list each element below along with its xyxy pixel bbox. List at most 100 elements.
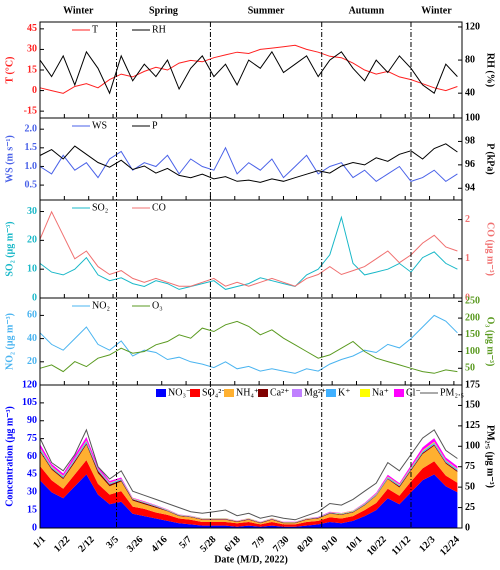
legend-label: SO₂ — [92, 202, 108, 213]
x-tick-label: 5/7 — [177, 534, 194, 551]
legend-label: WS — [92, 120, 107, 131]
y2-tick-label: 40 — [465, 87, 475, 98]
x-tick-label: 12/3 — [417, 534, 437, 554]
legend-swatch — [224, 389, 234, 397]
y2-tick-label: 120 — [465, 21, 480, 32]
y-tick-label: 20 — [27, 235, 37, 246]
legend-label: PM₂.₅ — [440, 387, 464, 398]
y-tick-label: 90 — [27, 415, 37, 426]
y2-tick-label: 150 — [465, 329, 480, 340]
y-axis-label: WS (m s⁻¹) — [4, 135, 15, 183]
y-axis-label: T (°C) — [4, 57, 15, 84]
y-tick-label: 105 — [22, 397, 37, 408]
y-tick-label: 0 — [32, 292, 37, 303]
area — [40, 444, 458, 525]
plot-frame — [39, 199, 463, 299]
y2-tick-label: 50 — [465, 363, 475, 374]
y2-axis-label: O₃ (μg m⁻³) — [485, 317, 496, 367]
x-tick-label: 4/16 — [149, 534, 169, 554]
season-label: Autumn — [349, 5, 385, 16]
area — [40, 441, 458, 523]
y-tick-label: 30 — [27, 206, 37, 217]
y2-axis-label: RH (%) — [485, 53, 496, 87]
legend-label: NH₄⁺ — [236, 387, 259, 398]
y-tick-label: 75 — [27, 433, 37, 444]
y2-tick-label: 50 — [465, 481, 475, 492]
y-tick-label: 60 — [27, 451, 37, 462]
line — [39, 143, 458, 183]
line — [39, 428, 458, 521]
x-tick-label: 8/20 — [295, 534, 315, 554]
line — [39, 146, 458, 183]
y-tick-label: 45 — [27, 23, 37, 34]
area — [40, 437, 458, 522]
y-tick-label: 1.5 — [25, 142, 38, 153]
y-tick-label: 0 — [32, 379, 37, 390]
legend-swatch — [360, 389, 370, 397]
y2-axis-label: P (kPa) — [485, 143, 496, 174]
y-tick-label: 0 — [32, 85, 37, 96]
legend-label: K⁺ — [338, 387, 351, 398]
legend-label: O₃ — [152, 300, 163, 311]
y-tick-label: 30 — [27, 487, 37, 498]
legend-label: NO₂ — [92, 300, 110, 311]
line — [39, 314, 458, 374]
y2-tick-label: 25 — [465, 502, 475, 513]
line — [39, 50, 458, 95]
line — [39, 44, 458, 94]
y2-tick-label: 0 — [465, 522, 470, 533]
legend-label: T — [92, 24, 98, 35]
x-tick-label: 10/22 — [365, 534, 389, 558]
legend-label: SO₄²⁻ — [202, 387, 227, 398]
y2-tick-label: 100 — [465, 441, 480, 452]
y2-tick-label: 100 — [465, 346, 480, 357]
y2-tick-label: 94 — [465, 183, 475, 194]
y2-axis-label: CO (μg m⁻³) — [485, 222, 496, 276]
y2-tick-label: 96 — [465, 159, 475, 170]
legend-label: Cl⁻ — [406, 387, 421, 398]
y-tick-label: 15 — [27, 64, 37, 75]
y-tick-label: 60 — [27, 310, 37, 321]
x-tick-label: 12/24 — [438, 534, 462, 558]
plot-frame — [39, 21, 463, 119]
y-tick-label: 15 — [27, 504, 37, 515]
area — [40, 460, 458, 527]
x-tick-label: 7/30 — [271, 534, 291, 554]
season-label: Winter — [421, 5, 452, 16]
y-tick-label: 1.0 — [25, 161, 38, 172]
y-tick-label: 30 — [27, 44, 37, 55]
x-tick-label: 6/18 — [222, 534, 242, 554]
y-tick-label: 45 — [27, 469, 37, 480]
y2-tick-label: 75 — [465, 461, 475, 472]
legend-swatch — [190, 389, 200, 397]
x-tick-label: 3/5 — [104, 534, 121, 551]
y2-tick-label: 0 — [465, 292, 470, 303]
legend-swatch — [258, 389, 268, 397]
x-tick-label: 1/1 — [31, 534, 48, 551]
x-tick-label: 3/26 — [125, 534, 145, 554]
y-axis-label: NO₂ (μg m⁻³) — [4, 313, 15, 370]
legend-swatch — [292, 389, 302, 397]
y-tick-label: 2.0 — [25, 123, 38, 134]
season-label: Summer — [248, 5, 285, 16]
y-tick-label: 0.5 — [25, 179, 38, 190]
legend-label: NO₃⁻ — [168, 387, 191, 398]
x-axis-label: Date (M/D, 2022) — [214, 554, 288, 565]
plot-frame — [39, 384, 463, 529]
y2-tick-label: 98 — [465, 136, 475, 147]
x-tick-label: 1/22 — [52, 534, 72, 554]
y-tick-label: 40 — [27, 333, 37, 344]
legend-swatch — [326, 389, 336, 397]
legend-label: Na⁺ — [372, 387, 389, 398]
line — [39, 320, 458, 374]
line — [39, 215, 458, 290]
area — [40, 474, 458, 528]
y-tick-label: 0 — [32, 522, 37, 533]
legend-label: Ca²⁺ — [270, 387, 289, 398]
legend-label: RH — [152, 24, 166, 35]
legend-swatch — [156, 389, 166, 397]
legend-label: Mg²⁺ — [304, 387, 326, 398]
season-label: Spring — [149, 5, 178, 16]
